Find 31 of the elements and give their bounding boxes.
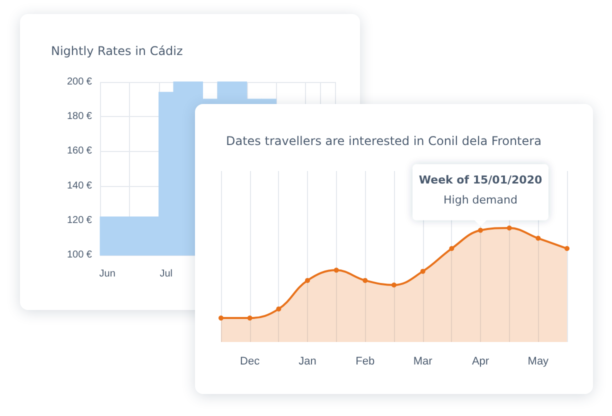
point <box>334 268 339 273</box>
point <box>392 282 396 288</box>
point <box>362 278 368 283</box>
point <box>536 236 541 241</box>
point <box>506 226 512 230</box>
y-tick-label: 200 € <box>66 76 92 88</box>
x-tick-label: Feb <box>356 356 375 368</box>
x-tick-label: Jun <box>99 268 116 280</box>
annotation: High demand <box>444 193 518 206</box>
point <box>218 316 224 321</box>
x-tick-label: Dec <box>240 356 260 368</box>
text: Week of 15/01/2020 <box>418 173 542 186</box>
x-tick-label: May <box>528 356 550 368</box>
y-tick-label: 180 € <box>66 111 92 122</box>
y-tick-label: 140 € <box>66 180 92 192</box>
y-tick-label: 100 € <box>66 250 92 260</box>
x-tick-label: Apr <box>472 356 490 368</box>
y-tick-label: 120 € <box>66 214 92 226</box>
x-tick-label: Jan <box>298 356 316 368</box>
point <box>305 278 310 283</box>
point <box>247 316 252 321</box>
point <box>478 228 483 233</box>
y-tick-label: 160 € <box>66 146 92 157</box>
x-tick-label: Mar <box>413 356 433 368</box>
point <box>564 246 570 252</box>
chart-title: Nightly Rates in Cádiz <box>51 44 183 58</box>
point <box>276 306 282 312</box>
x-tick-label: Jul <box>160 268 172 280</box>
point <box>449 246 454 252</box>
point <box>420 268 426 274</box>
chart-title: Dates travellers are interested in Conil dela Frontera <box>226 134 542 148</box>
